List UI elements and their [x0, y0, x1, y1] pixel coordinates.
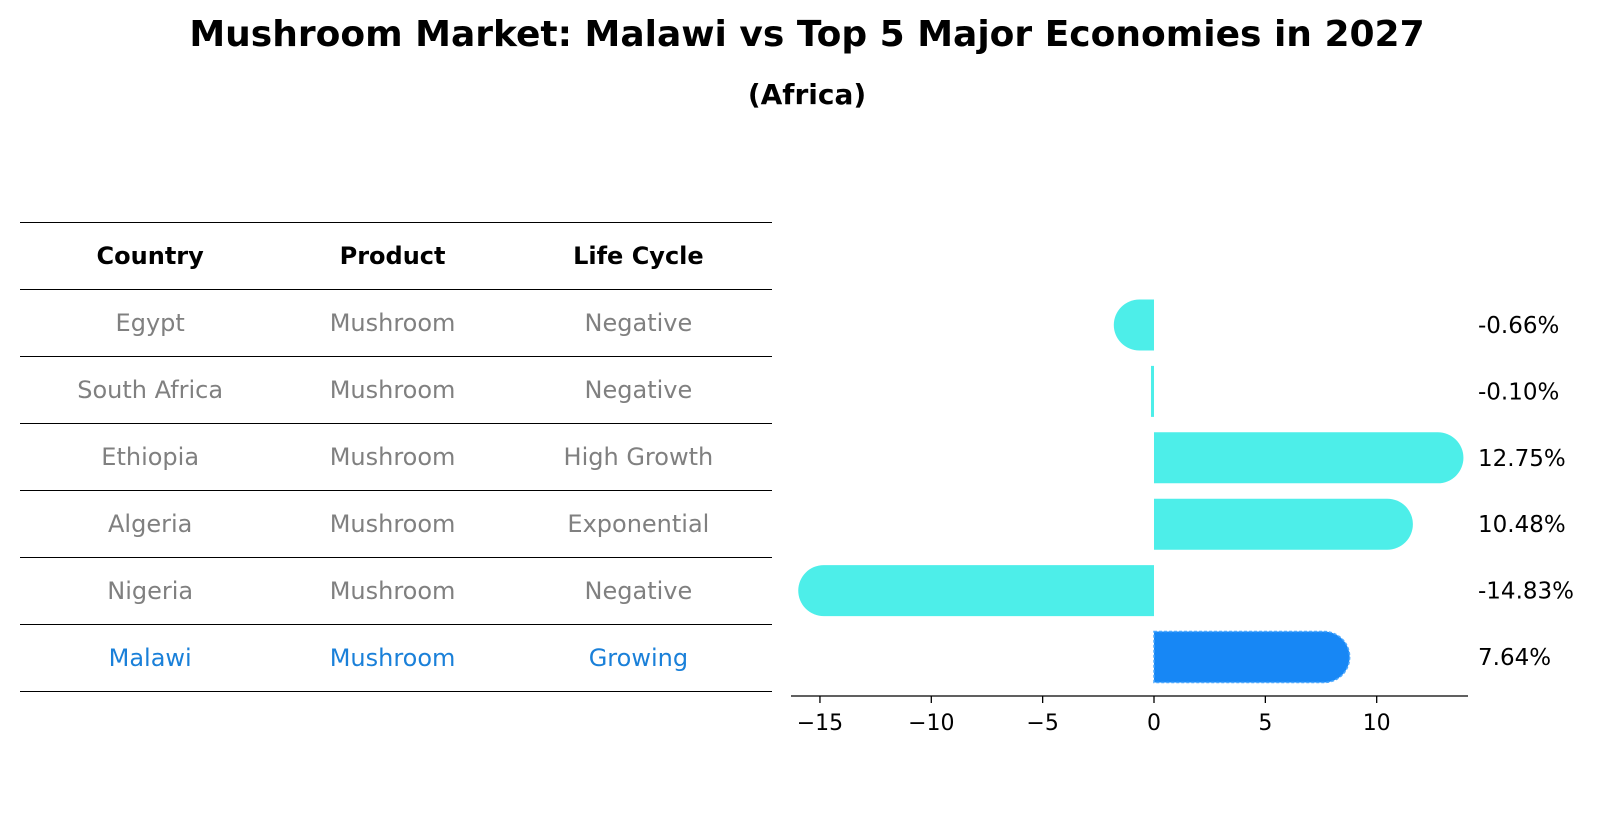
- x-tick-label: −5: [1026, 711, 1058, 736]
- table-row: Nigeria Mushroom Negative: [20, 557, 772, 625]
- chart-subtitle: (Africa): [747, 78, 867, 111]
- bar-south-africa: [1150, 365, 1154, 417]
- table-row: Egypt Mushroom Negative: [20, 289, 772, 357]
- cell-product: Mushroom: [280, 423, 505, 491]
- cell-life-cycle: Negative: [504, 557, 772, 625]
- life-cycle-table: Country Product Life Cycle Egypt Mushroo…: [20, 222, 772, 692]
- cell-product: Mushroom: [280, 624, 505, 692]
- table-row: South Africa Mushroom Negative: [20, 356, 772, 424]
- chart-title: Mushroom Market: Malawi vs Top 5 Major E…: [189, 14, 1425, 55]
- table-row-highlight: Malawi Mushroom Growing: [20, 624, 772, 692]
- bar-shape: [1150, 365, 1154, 417]
- x-tick-label: −10: [908, 711, 954, 736]
- cell-country: Nigeria: [20, 557, 281, 625]
- bar-shape: [1153, 498, 1413, 550]
- cell-country: Egypt: [20, 289, 281, 357]
- header-life-cycle: Life Cycle: [504, 222, 772, 290]
- cell-country: Ethiopia: [20, 423, 281, 491]
- table-row: Algeria Mushroom Exponential: [20, 490, 772, 558]
- bar-malawi: [1153, 630, 1351, 684]
- value-label-algeria: 10.48%: [1478, 512, 1566, 538]
- header-country: Country: [20, 222, 281, 290]
- x-tick-label: 10: [1363, 711, 1391, 736]
- cell-life-cycle: High Growth: [504, 423, 772, 491]
- cell-product: Mushroom: [280, 557, 505, 625]
- value-label-south-africa: -0.10%: [1478, 379, 1559, 405]
- cell-life-cycle: Negative: [504, 356, 772, 424]
- cell-country: Malawi: [20, 624, 281, 692]
- value-label-malawi: 7.64%: [1478, 645, 1551, 671]
- x-tick-label: 5: [1258, 711, 1272, 736]
- cell-life-cycle: Exponential: [504, 490, 772, 558]
- cell-country: Algeria: [20, 490, 281, 558]
- cell-product: Mushroom: [280, 356, 505, 424]
- bar-shape: [1113, 299, 1154, 351]
- value-label-nigeria: -14.83%: [1478, 579, 1574, 605]
- table-header-row: Country Product Life Cycle: [20, 222, 772, 290]
- cell-country: South Africa: [20, 356, 281, 424]
- cell-life-cycle: Growing: [504, 624, 772, 692]
- table-row: Ethiopia Mushroom High Growth: [20, 423, 772, 491]
- header-product: Product: [280, 222, 505, 290]
- x-tick-label: 0: [1147, 711, 1161, 736]
- bar-shape: [1153, 630, 1351, 684]
- value-label-ethiopia: 12.75%: [1478, 446, 1566, 472]
- cell-product: Mushroom: [280, 289, 505, 357]
- value-label-egypt: -0.66%: [1478, 313, 1559, 339]
- bar-ethiopia: [1153, 432, 1464, 484]
- bar-shape: [798, 565, 1154, 617]
- bar-algeria: [1153, 498, 1413, 550]
- bar-shape: [1153, 432, 1464, 484]
- x-tick-label: −15: [797, 711, 843, 736]
- bar-nigeria: [798, 565, 1154, 617]
- bar-egypt: [1113, 299, 1154, 351]
- cell-life-cycle: Negative: [504, 289, 772, 357]
- cell-product: Mushroom: [280, 490, 505, 558]
